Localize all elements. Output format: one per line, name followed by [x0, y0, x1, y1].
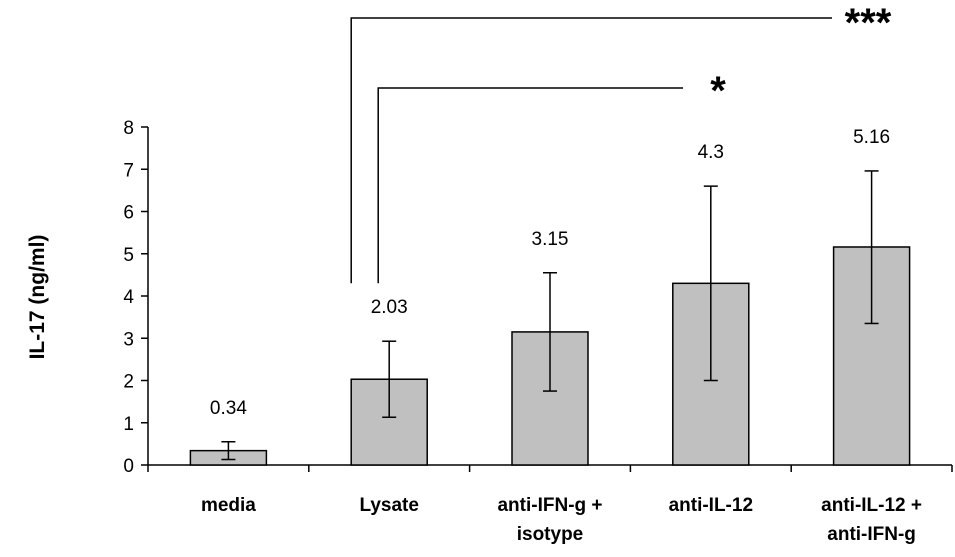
x-tick-label: media	[201, 495, 256, 516]
x-tick-label: anti-IFN-g	[827, 524, 916, 545]
y-tick-label: 1	[123, 414, 134, 435]
y-tick-label: 5	[123, 245, 134, 266]
significance-label: ***	[845, 1, 892, 45]
data-label: 5.16	[853, 127, 890, 148]
significance-bracket	[350, 17, 832, 284]
axes: 0 1 2 3 4 5 6 7 8	[123, 118, 953, 477]
y-tick-label: 7	[123, 160, 134, 181]
y-tick-label: 8	[123, 118, 134, 139]
y-tick-label: 3	[123, 329, 134, 350]
data-label: 4.3	[698, 142, 724, 163]
x-tick-label: Lysate	[359, 495, 419, 516]
y-tick-label: 0	[123, 456, 134, 477]
significance-bracket	[377, 87, 683, 284]
x-tick-label: anti-IL-12 +	[821, 495, 922, 516]
significance-brackets: ****	[350, 1, 892, 284]
y-tick-label: 6	[123, 203, 134, 224]
y-axis-label: IL-17 (ng/ml)	[26, 235, 49, 360]
y-tick-label: 4	[123, 287, 134, 308]
significance-label: *	[710, 69, 726, 113]
data-label: 0.34	[210, 398, 247, 419]
x-tick-label: isotype	[517, 524, 584, 545]
data-label: 3.15	[532, 229, 569, 250]
y-tick-label: 2	[123, 372, 134, 393]
x-tick-label: anti-IFN-g +	[497, 495, 602, 516]
data-label: 2.03	[371, 297, 408, 318]
bars	[189, 170, 911, 466]
x-tick-label: anti-IL-12	[669, 495, 753, 516]
labels: 0.34 media 2.03 Lysate 3.15 anti-IFN-g + isoty…	[201, 127, 922, 545]
